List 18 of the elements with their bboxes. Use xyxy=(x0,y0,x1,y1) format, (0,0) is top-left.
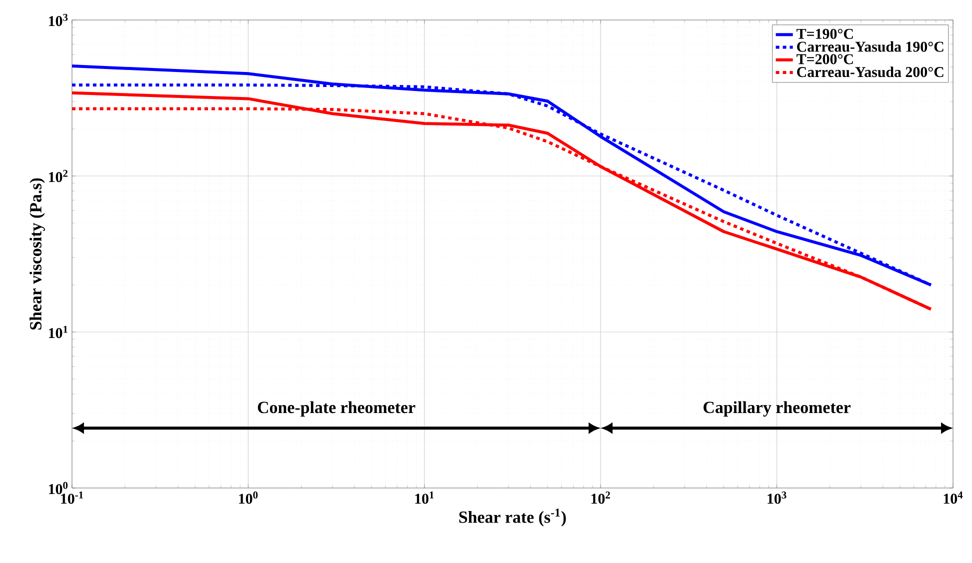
x-tick-label: 10$^{3}$ xyxy=(768,492,786,504)
x-tick-label: 10$^{0}$ xyxy=(239,492,258,504)
y-axis-title: Shear viscosity (Pa.s) xyxy=(30,178,45,330)
y-tick-label: 10$^{3}$ xyxy=(49,14,68,26)
legend-label: T=200°C xyxy=(796,54,853,64)
x-tick-label: 10$^{2}$ xyxy=(591,492,610,504)
legend-label: Carreau-Yasuda 200°C xyxy=(797,66,944,78)
x-axis-title: Shear rate (s$^{-1}$) xyxy=(459,508,566,526)
y-tick-label: 10$^{0}$ xyxy=(49,482,68,494)
legend-label: Carreau-Yasuda 190°C xyxy=(797,41,944,52)
y-tick-label: 10$^{1}$ xyxy=(49,326,68,338)
x-tick-label: 10$^{4}$ xyxy=(944,492,963,504)
x-tick-label: 10$^{-1}$ xyxy=(61,492,84,504)
legend-label: T=190°C xyxy=(796,28,853,39)
annotation: Capillary rheometer xyxy=(704,401,851,417)
x-tick-label: 10$^{1}$ xyxy=(415,492,434,504)
annotation: Cone-plate rheometer xyxy=(258,401,416,417)
y-tick-label: 10$^{2}$ xyxy=(49,170,68,182)
